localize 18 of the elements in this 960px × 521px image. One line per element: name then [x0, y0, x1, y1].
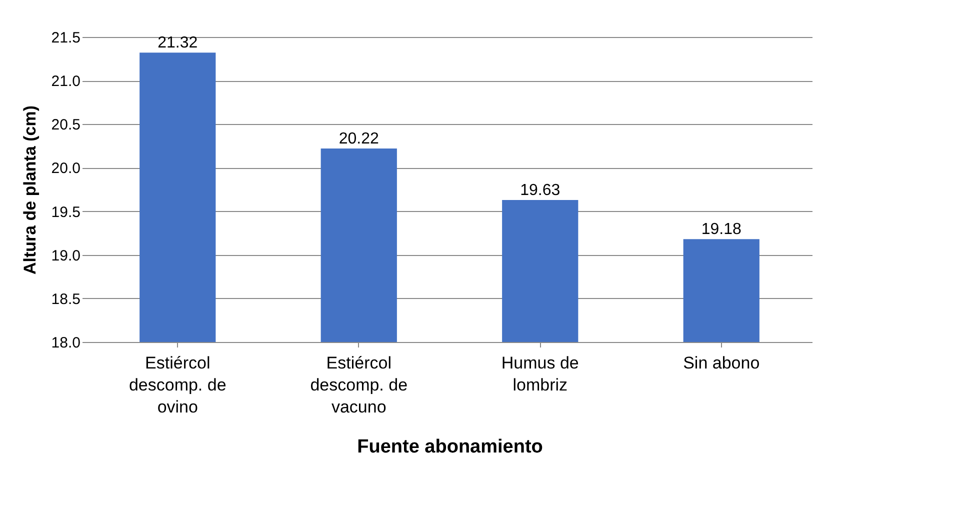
data-label: 19.18	[701, 221, 742, 238]
y-tick-label: 21.5	[51, 30, 80, 46]
y-tick-label: 20.0	[51, 160, 80, 178]
y-tick-label: 20.5	[51, 116, 80, 134]
data-label: 21.32	[158, 34, 198, 52]
data-label: 19.63	[520, 182, 560, 199]
data-label: 20.22	[338, 130, 379, 148]
y-tick-label: 21.0	[51, 73, 80, 90]
x-axis-title: Fuente abonamiento	[357, 436, 543, 458]
y-axis-title: Altura de planta (cm)	[20, 105, 40, 275]
x-tick-label: Estiércol descomp. de ovino	[128, 354, 226, 416]
y-tick-label: 19.0	[51, 247, 80, 264]
y-tick-label: 18.5	[51, 290, 80, 308]
x-tick-label: Humus de lombriz	[501, 354, 579, 394]
y-tick-label: 18.0	[51, 334, 80, 352]
y-tick-label: 19.5	[51, 204, 80, 221]
x-tick-label: Estiércol descomp. de vacuno	[310, 354, 408, 416]
x-tick-label: Sin abono	[683, 354, 760, 372]
